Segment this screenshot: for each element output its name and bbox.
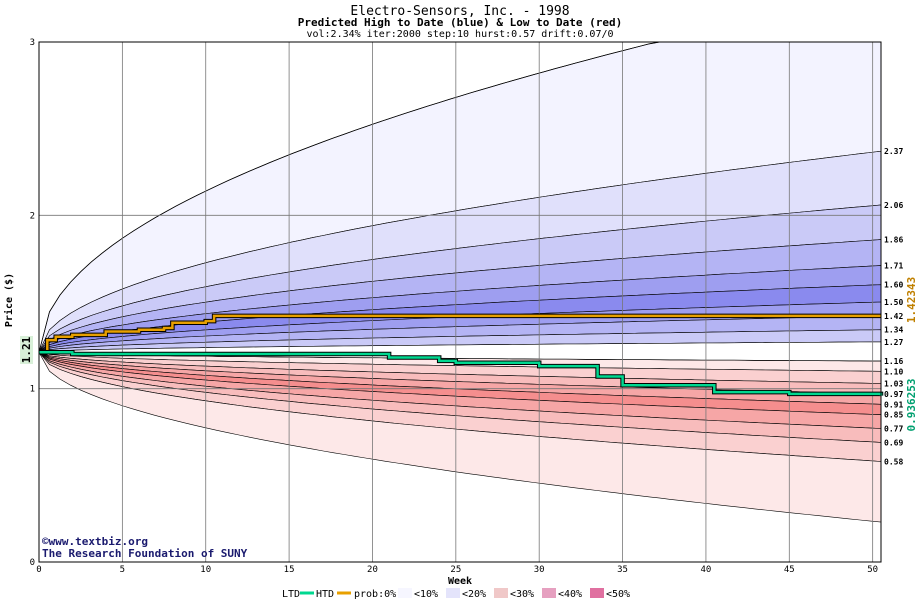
level-label-1.42: 1.42 [884,312,903,321]
legend-prob-label: prob:0% [354,589,396,600]
level-label-0.97: 0.97 [884,390,903,399]
ltd-line [39,351,883,396]
x-tick-15: 15 [284,565,295,575]
y-axis-ticks: 0 1 2 3 [30,38,35,568]
level-label-1.50: 1.50 [884,298,903,307]
level-label-1.34: 1.34 [884,326,903,335]
x-tick-35: 35 [617,565,628,575]
y-tick-2: 2 [30,211,35,221]
htd-line [39,314,881,354]
credit-org: The Research Foundation of SUNY [42,547,248,560]
chart-title: Electro-Sensors, Inc. - 1998 [350,4,569,19]
level-label-2.37: 2.37 [884,147,903,156]
x-tick-10: 10 [200,565,211,575]
legend-swatch-40 [590,588,604,598]
y-axis-label: Price ($) [3,273,15,327]
y-tick-1: 1 [30,385,35,395]
band-level-labels: 2.37 2.06 1.86 1.71 1.60 1.50 1.42 1.34 1.27 1.16… [884,147,903,466]
level-label-0.91: 0.91 [884,400,903,409]
legend-bin-30: <30% [510,589,534,600]
legend-swatch-20 [494,588,508,598]
simulation-params: vol:2.34% iter:2000 step:10 hurst:0.57 d… [306,29,613,40]
level-label-0.77: 0.77 [884,425,903,434]
x-tick-50: 50 [867,565,878,575]
legend-htd-label: HTD [316,589,334,600]
level-label-1.16: 1.16 [884,357,903,366]
x-tick-45: 45 [784,565,795,575]
legend-bin-10: <10% [414,589,438,600]
x-tick-20: 20 [367,565,378,575]
start-price-label: 1.21 [20,336,33,363]
plot-frame [38,41,882,563]
legend-swatch-30 [542,588,556,598]
y-tick-3: 3 [30,38,35,48]
level-label-0.58: 0.58 [884,457,903,466]
legend-swatch-10 [446,588,460,598]
x-axis-label: Week [448,576,472,587]
level-label-1.27: 1.27 [884,338,903,347]
ltd-value-label: 0.936253 [905,379,918,432]
credit-site: ©www.textbiz.org [42,535,148,548]
x-tick-5: 5 [120,565,125,575]
series-lines [39,313,884,397]
level-label-2.06: 2.06 [884,201,903,210]
x-tick-25: 25 [450,565,461,575]
level-label-1.86: 1.86 [884,236,903,245]
legend-bin-40: <40% [558,589,582,600]
y-tick-0: 0 [30,558,35,568]
x-tick-40: 40 [701,565,712,575]
legend-ltd-label: LTD [282,589,300,600]
legend-bin-20: <20% [462,589,486,600]
level-label-0.69: 0.69 [884,438,903,447]
htd-value-label: 1.42343 [905,277,918,323]
legend-swatch-0 [398,588,412,598]
level-label-1.03: 1.03 [884,379,903,388]
legend-bin-50: <50% [606,589,630,600]
level-label-1.10: 1.10 [884,367,903,376]
start-price-marker [20,336,33,364]
x-tick-30: 30 [534,565,545,575]
x-axis-ticks: 0 5 10 15 20 25 30 35 40 45 50 [36,565,878,575]
level-label-1.71: 1.71 [884,262,903,271]
level-label-1.60: 1.60 [884,281,903,290]
level-label-0.85: 0.85 [884,411,903,420]
chart-subtitle: Predicted High to Date (blue) & Low to D… [298,16,623,29]
legend: LTD HTD prob:0% <10% <20% <30% <40% <50% [282,588,630,600]
x-tick-0: 0 [36,565,41,575]
